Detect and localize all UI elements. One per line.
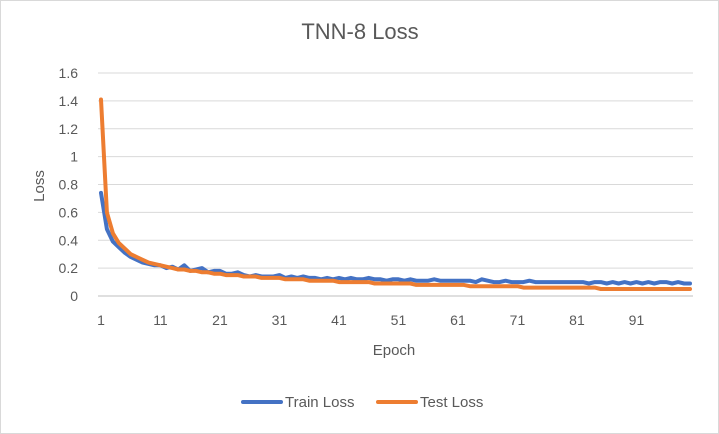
x-tick-label: 61: [450, 312, 466, 328]
y-axis-ticks: 0 0.2 0.4 0.6 0.8 1 1.2 1.4 1.6: [59, 65, 79, 304]
y-tick-label: 1: [70, 149, 78, 165]
x-tick-label: 41: [331, 312, 347, 328]
y-tick-label: 0.6: [59, 204, 79, 220]
x-tick-label: 91: [629, 312, 645, 328]
x-axis-title: Epoch: [373, 342, 416, 359]
x-tick-label: 1: [97, 312, 105, 328]
chart-title: TNN-8 Loss: [301, 19, 418, 44]
legend-train-loss: Train Loss: [241, 394, 354, 411]
gridlines: [98, 72, 693, 297]
x-tick-label: 21: [212, 312, 228, 328]
legend-test-loss: Test Loss: [376, 394, 483, 411]
x-tick-label: 11: [153, 312, 168, 328]
y-tick-label: 1.4: [59, 93, 79, 109]
legend-label: Test Loss: [420, 394, 483, 411]
y-tick-label: 1.2: [59, 121, 79, 137]
y-tick-label: 0: [70, 288, 78, 304]
x-tick-label: 71: [510, 312, 526, 328]
y-tick-label: 0.2: [59, 260, 79, 276]
y-axis-title: Loss: [31, 170, 48, 202]
legend: Train Loss Test Loss: [241, 394, 483, 411]
x-tick-label: 81: [569, 312, 585, 328]
legend-label: Train Loss: [285, 394, 354, 411]
series-lines: [99, 97, 692, 291]
x-axis-ticks: 1 11 21 31 41 51 61 71 81 91: [97, 312, 644, 328]
y-tick-label: 0.8: [59, 177, 79, 193]
train-loss-line: [99, 190, 692, 286]
x-tick-label: 51: [391, 312, 407, 328]
y-tick-label: 0.4: [59, 232, 79, 248]
test-loss-line: [99, 97, 692, 291]
x-tick-label: 31: [272, 312, 288, 328]
y-tick-label: 1.6: [59, 65, 79, 81]
